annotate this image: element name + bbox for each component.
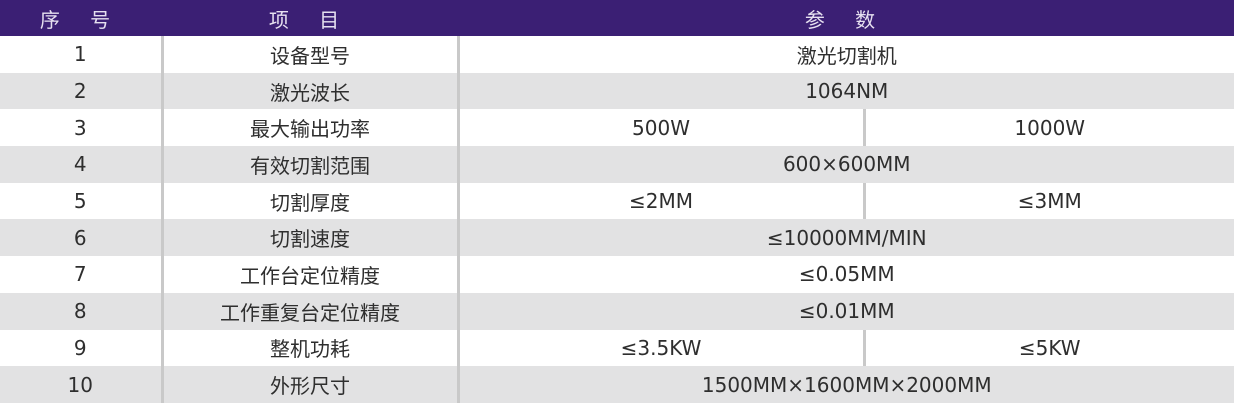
table-row: 10 外形尺寸 1500MM×1600MM×2000MM	[0, 366, 1234, 403]
cell-no: 9	[0, 329, 164, 367]
cell-value: 1064NM	[458, 72, 1234, 110]
table-row: 3 最大输出功率 500W 1000W	[0, 109, 1234, 147]
cell-value: ≤0.01MM	[458, 292, 1234, 330]
table-row: 1 设备型号 激光切割机	[0, 36, 1234, 73]
table-row: 5 切割厚度 ≤2MM ≤3MM	[0, 182, 1234, 220]
table-row: 7 工作台定位精度 ≤0.05MM	[0, 256, 1234, 293]
cell-no: 5	[0, 182, 164, 220]
header-row: 序 号 项 目 参 数	[0, 0, 1234, 36]
cell-value-a: ≤3.5KW	[458, 329, 866, 367]
cell-item: 设备型号	[162, 36, 460, 73]
cell-value: ≤10000MM/MIN	[458, 219, 1234, 257]
cell-no: 3	[0, 109, 164, 147]
cell-item: 工作重复台定位精度	[162, 292, 460, 330]
table-row: 2 激光波长 1064NM	[0, 72, 1234, 110]
cell-item: 整机功耗	[162, 329, 460, 367]
cell-item: 切割速度	[162, 219, 460, 257]
cell-value-a: 500W	[458, 109, 866, 147]
cell-value-b: ≤5KW	[1018, 335, 1081, 360]
cell-item: 有效切割范围	[162, 146, 460, 183]
cell-item: 切割厚度	[162, 182, 460, 220]
table-row: 6 切割速度 ≤10000MM/MIN	[0, 219, 1234, 257]
table-row: 9 整机功耗 ≤3.5KW ≤5KW	[0, 329, 1234, 367]
cell-item: 最大输出功率	[162, 109, 460, 147]
cell-value: ≤0.05MM	[798, 262, 895, 287]
cell-no: 1	[0, 36, 164, 73]
cell-no: 7	[0, 256, 164, 293]
cell-no: 8	[0, 292, 164, 330]
header-param: 参 数	[458, 0, 1234, 36]
table-row: 8 工作重复台定位精度 ≤0.01MM	[0, 292, 1234, 330]
cell-value: 激光切割机	[796, 43, 897, 68]
table-row: 4 有效切割范围 600×600MM	[0, 146, 1234, 183]
cell-no: 10	[0, 366, 164, 403]
cell-item: 外形尺寸	[162, 366, 460, 403]
cell-value-a: ≤2MM	[458, 182, 866, 220]
cell-no: 2	[0, 72, 164, 110]
cell-value: 600×600MM	[458, 146, 1234, 183]
cell-value-b: ≤3MM	[1017, 189, 1082, 214]
cell-no: 6	[0, 219, 164, 257]
header-no: 序 号	[0, 0, 162, 36]
cell-value: 1500MM×1600MM×2000MM	[458, 366, 1234, 403]
cell-item: 工作台定位精度	[162, 256, 460, 293]
cell-item: 激光波长	[162, 72, 460, 110]
cell-no: 4	[0, 146, 164, 183]
header-item: 项 目	[162, 0, 458, 36]
cell-value-b: 1000W	[1014, 115, 1086, 140]
